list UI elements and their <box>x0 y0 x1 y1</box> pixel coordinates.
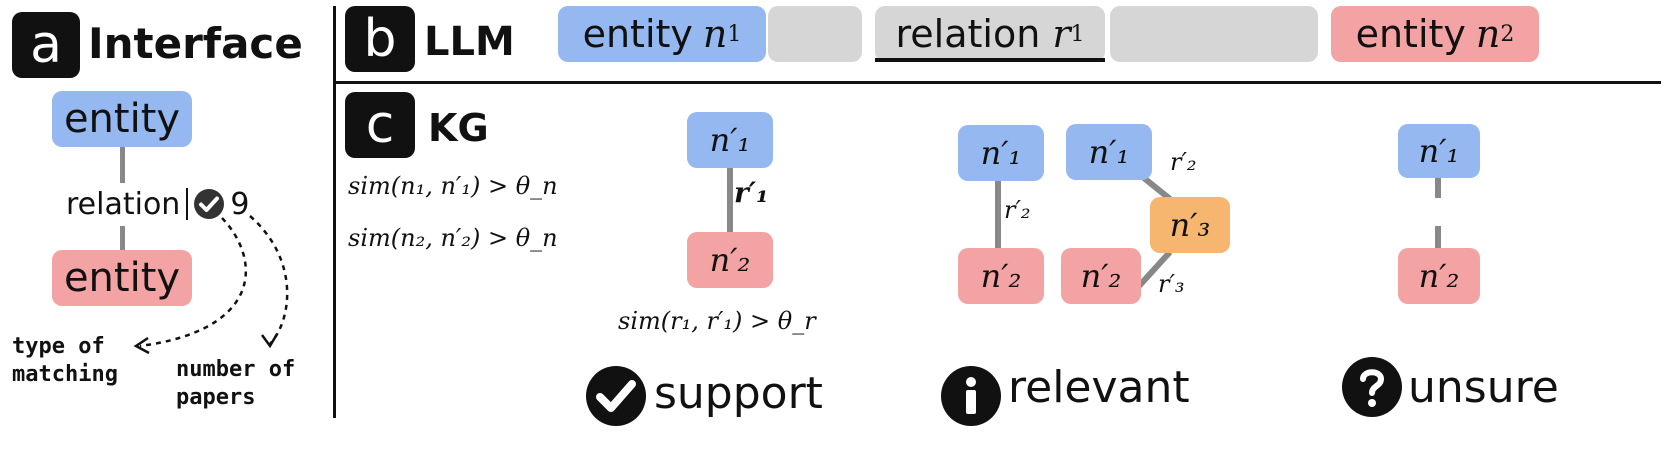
support-node-n2-label: n′₂ <box>709 241 751 279</box>
annotation-arrows <box>133 215 289 355</box>
panel-b-title: LLM <box>424 19 515 65</box>
interface-entity-top-label: entity <box>63 96 181 142</box>
relevant-left-node-n2: n′₂ <box>958 248 1044 304</box>
llm-token-filler-2 <box>1110 6 1318 62</box>
interface-entity-bottom-label: entity <box>63 255 181 301</box>
relevant-label: relevant <box>1008 362 1190 413</box>
annotation-num-line2: papers <box>176 385 256 410</box>
check-circle-icon <box>586 366 646 426</box>
relevant-right-node-n1-label: n′₁ <box>1088 133 1130 171</box>
unsure-node-n1: n′₁ <box>1398 124 1480 178</box>
interface-entity-bottom: entity <box>52 250 192 306</box>
panel-c-title: KG <box>428 106 489 150</box>
support-node-n2: n′₂ <box>687 232 773 288</box>
llm-entity-2-sub: 2 <box>1500 21 1515 47</box>
relevant-right-node-n3-label: n′₃ <box>1169 206 1211 244</box>
llm-entity-1-symbol: n <box>702 12 728 56</box>
interface-paper-count: 9 <box>230 186 250 222</box>
kg-condition-entity-1: sim(n₁, n′₁) > θ_n <box>348 172 558 200</box>
interface-entity-top: entity <box>52 91 192 147</box>
relevant-left-node-n1-label: n′₁ <box>980 134 1022 172</box>
unsure-label: unsure <box>1408 362 1559 413</box>
llm-relation-word: relation <box>895 12 1041 56</box>
llm-entity-1-word: entity <box>582 12 693 56</box>
question-circle-icon <box>1342 357 1402 417</box>
relevant-left-node-n1: n′₁ <box>958 125 1044 181</box>
llm-relation-underline <box>875 58 1105 62</box>
interface-edge-top <box>120 147 125 183</box>
annotation-num-line1: number of <box>176 357 296 382</box>
unsure-node-n2: n′₂ <box>1398 248 1480 304</box>
relevant-right-edge-r3: r′₃ <box>1158 270 1185 298</box>
relevant-right-edge-r2: r′₂ <box>1170 148 1197 176</box>
annotation-type-of-matching: type of matching <box>12 333 118 389</box>
kg-condition-entity-2: sim(n₂, n′₂) > θ_n <box>348 224 558 252</box>
unsure-node-n1-label: n′₁ <box>1418 132 1460 170</box>
relevant-right-node-n3: n′₃ <box>1150 197 1230 253</box>
annotation-number-of-papers: number of papers <box>176 356 295 412</box>
horizontal-divider <box>335 81 1661 84</box>
llm-entity-2-word: entity <box>1355 12 1466 56</box>
panel-a-badge: a <box>12 12 80 78</box>
llm-relation-symbol: r <box>1052 12 1071 56</box>
panel-c-badge: c <box>345 92 415 158</box>
llm-relation-sub: 1 <box>1070 21 1085 47</box>
info-circle-icon <box>941 366 1001 426</box>
annotation-type-line1: type of <box>12 334 105 359</box>
support-relation-condition: sim(r₁, r′₁) > θ_r <box>618 307 816 335</box>
support-node-n1-label: n′₁ <box>709 121 751 159</box>
interface-edge-bottom <box>120 226 125 250</box>
check-circle-icon <box>194 189 225 219</box>
llm-entity-1-sub: 1 <box>727 21 742 47</box>
relevant-right-node-n1: n′₁ <box>1066 124 1152 180</box>
support-node-n1: n′₁ <box>687 112 773 168</box>
llm-entity-2-symbol: n <box>1475 12 1501 56</box>
vertical-divider <box>333 6 336 418</box>
relevant-right-node-n2-label: n′₂ <box>1080 257 1122 295</box>
support-label: support <box>654 368 823 419</box>
annotation-type-line2: matching <box>12 362 118 387</box>
llm-token-filler-1 <box>768 6 862 62</box>
support-edge-r1: r′₁ <box>734 176 769 209</box>
unsure-node-n2-label: n′₂ <box>1418 257 1460 295</box>
panel-a-title: Interface <box>88 19 303 68</box>
interface-relation-separator <box>186 188 189 220</box>
relevant-right-node-n2: n′₂ <box>1061 248 1141 304</box>
relevant-left-edge-r2: r′₂ <box>1004 196 1031 224</box>
relevant-left-node-n2-label: n′₂ <box>980 257 1022 295</box>
panel-b-badge: b <box>345 6 415 72</box>
interface-relation-label: relation <box>66 186 181 222</box>
interface-relation-row: relation 9 <box>66 184 249 224</box>
